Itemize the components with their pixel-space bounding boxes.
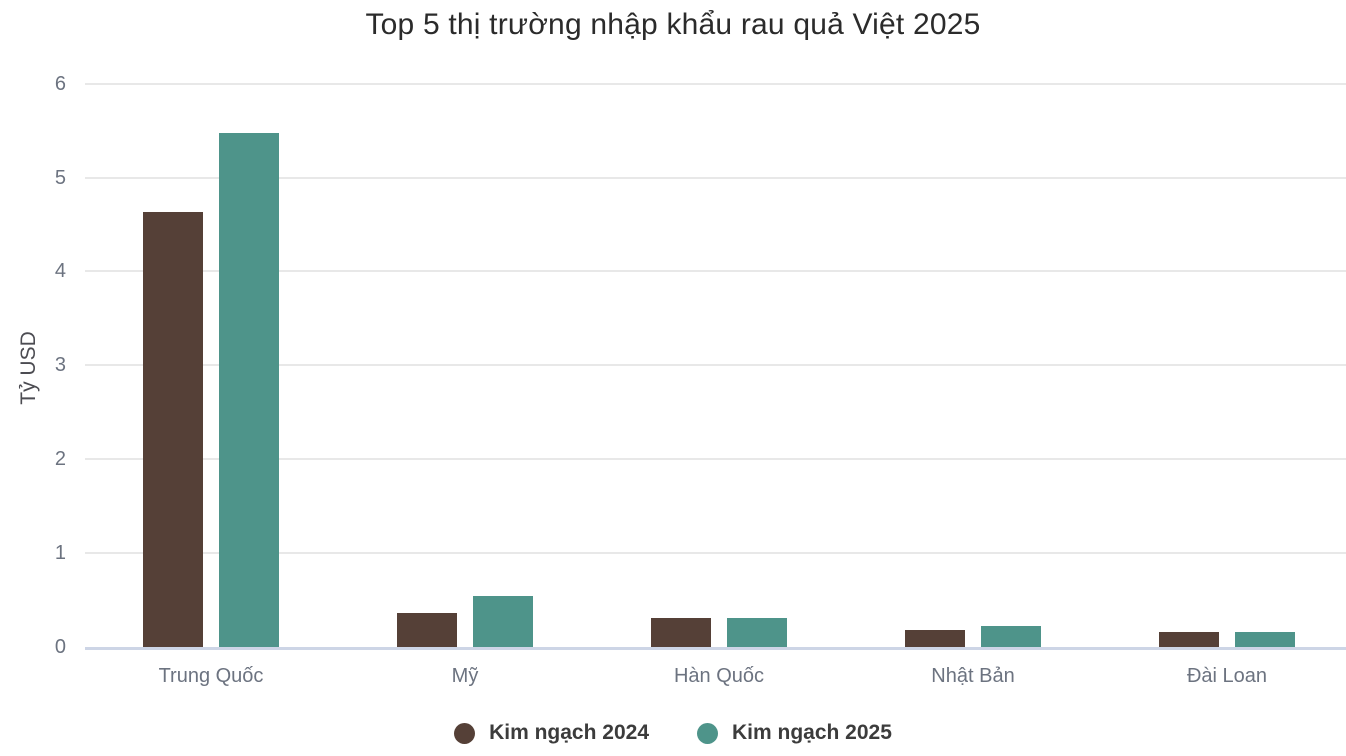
bar bbox=[473, 596, 533, 647]
bar bbox=[143, 212, 203, 647]
bar bbox=[1235, 632, 1295, 647]
bar bbox=[905, 630, 965, 647]
gridline bbox=[85, 82, 1346, 85]
legend-dot-icon bbox=[454, 722, 476, 744]
x-category-label: Hàn Quốc bbox=[673, 665, 765, 687]
bar bbox=[727, 618, 787, 647]
y-tick-label: 0 bbox=[54, 636, 66, 658]
bar bbox=[219, 133, 279, 647]
gridline bbox=[85, 458, 1346, 461]
y-tick-label: 3 bbox=[54, 354, 66, 377]
x-category-label: Mỹ bbox=[451, 665, 479, 687]
y-tick-label: 2 bbox=[54, 448, 66, 471]
legend-item[interactable]: Kim ngạch 2024 bbox=[454, 721, 649, 745]
chart-title: Top 5 thị trường nhập khẩu rau quả Việt … bbox=[365, 8, 981, 41]
gridline bbox=[85, 176, 1346, 179]
x-category-label: Trung Quốc bbox=[158, 665, 264, 687]
y-tick-label: 4 bbox=[54, 260, 66, 283]
bar bbox=[1159, 632, 1219, 647]
bar bbox=[981, 626, 1041, 647]
gridline bbox=[85, 270, 1346, 273]
gridline bbox=[85, 552, 1346, 555]
bar bbox=[651, 618, 711, 647]
x-axis-baseline bbox=[85, 647, 1346, 650]
x-category-label: Đài Loan bbox=[1186, 665, 1268, 687]
legend-dot-icon bbox=[697, 722, 718, 744]
y-tick-label: 5 bbox=[54, 166, 66, 189]
legend-item[interactable]: Kim ngạch 2025 bbox=[697, 721, 892, 745]
gridline bbox=[85, 364, 1346, 367]
legend-label: Kim ngạch 2024 bbox=[489, 721, 649, 744]
bar bbox=[397, 613, 457, 647]
y-tick-label: 1 bbox=[54, 542, 66, 565]
y-tick-label: 6 bbox=[54, 72, 66, 95]
legend-label: Kim ngạch 2025 bbox=[732, 721, 892, 744]
chart-legend: Kim ngạch 2024 Kim ngạch 2025 bbox=[0, 721, 1346, 745]
x-category-label: Nhật Bản bbox=[931, 665, 1015, 687]
